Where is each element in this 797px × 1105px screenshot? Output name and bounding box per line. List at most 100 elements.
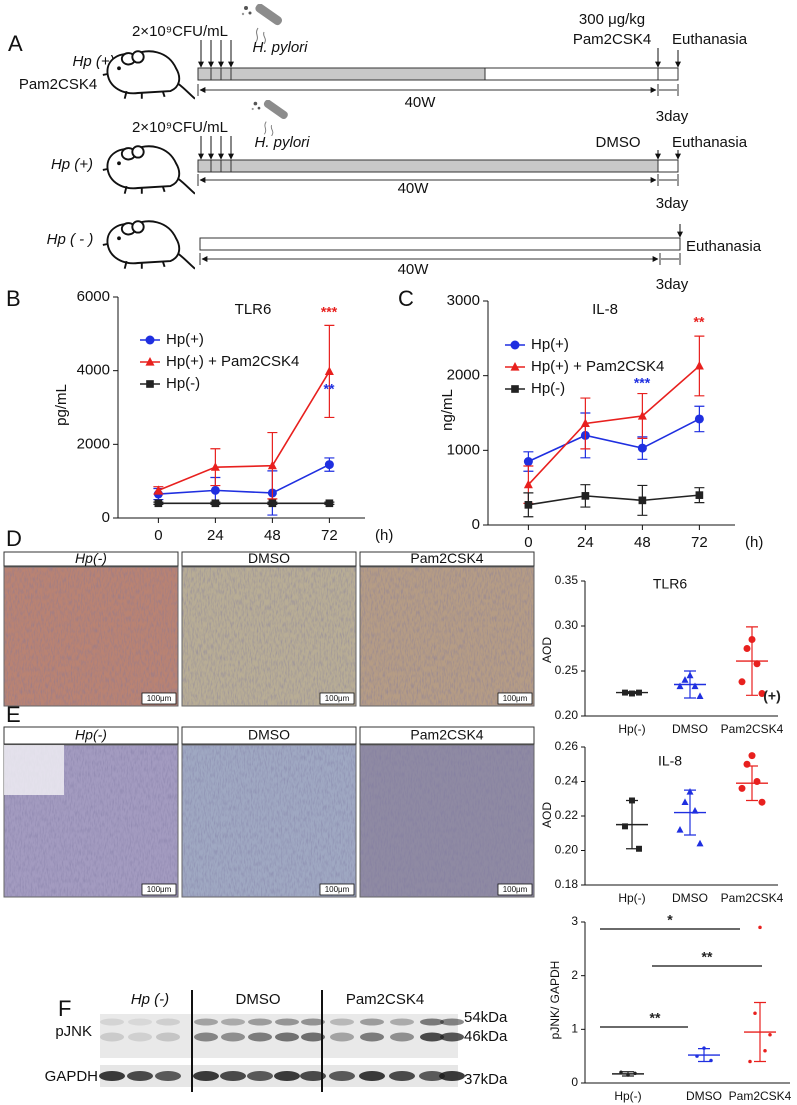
blot-band [100, 1018, 124, 1026]
panel-label: B [6, 286, 21, 311]
panel-label: A [8, 31, 23, 56]
endpoint: Euthanasia [686, 238, 762, 255]
marker [743, 645, 751, 652]
significance: *** [634, 375, 651, 391]
blot-group: Pam2CSK4 [346, 991, 424, 1008]
marker [758, 798, 766, 806]
blot-band [194, 1032, 218, 1042]
marker [153, 485, 163, 494]
micrograph-texture [182, 567, 356, 706]
blot-band [274, 1071, 300, 1081]
marker [748, 636, 756, 643]
infection-period: 40W [398, 261, 430, 278]
scale-bar-box [141, 883, 177, 896]
group-label: Hp ( - ) [47, 231, 94, 248]
chart-title: TLR6 [235, 301, 272, 318]
y-tick-label: 3000 [447, 292, 480, 309]
dose: 2×10⁹CFU/mL [132, 23, 228, 40]
x-tick-label: Hp(-) [618, 722, 645, 736]
blot-band [420, 1018, 444, 1026]
y-tick-label: 0 [102, 509, 110, 526]
marker [510, 362, 520, 371]
micrograph-header-label: DMSO [248, 727, 290, 743]
panel-label: D [6, 526, 22, 551]
legend-label: Hp(+) [531, 336, 569, 353]
protein-label: GAPDH [45, 1068, 98, 1085]
marker [638, 496, 647, 505]
marker [753, 1011, 757, 1015]
marker [324, 460, 334, 470]
y-tick-label: 4000 [77, 362, 110, 379]
size-label: 54kDa [464, 1009, 508, 1026]
legend-label: Hp(+) [166, 331, 204, 348]
x-tick-label: 48 [264, 527, 281, 544]
blot-band [301, 1032, 325, 1042]
blot-band [247, 1071, 273, 1081]
scale-bar-label: 100μm [147, 885, 172, 894]
x-tick-label: Hp(-) [618, 891, 645, 905]
size-label: 46kDa [464, 1028, 508, 1045]
series-line [158, 370, 331, 492]
x-tick-label: Pam2CSK4 [729, 1089, 792, 1103]
scale-bar-box [319, 692, 355, 705]
size-label: 37kDa [464, 1071, 508, 1088]
marker [753, 660, 761, 668]
marker [681, 798, 689, 805]
marker [637, 411, 647, 420]
marker [622, 689, 628, 696]
x-tick-label: 72 [691, 534, 708, 551]
y-tick-label: 0.20 [555, 708, 579, 722]
marker [633, 1071, 637, 1076]
marker [691, 682, 699, 690]
panel-label: E [6, 702, 21, 727]
blot-band [248, 1032, 272, 1042]
y-axis-label: AOD [540, 637, 554, 663]
marker [743, 760, 751, 768]
x-tick-label: DMSO [672, 722, 708, 736]
chart-title: TLR6 [653, 576, 687, 592]
blot-band [440, 1032, 464, 1042]
blot-band [221, 1032, 245, 1042]
group-label: Pam2CSK4 [19, 76, 97, 93]
bacteria-icon [241, 4, 285, 44]
series-line [528, 418, 700, 463]
marker [511, 385, 519, 393]
y-axis-label: AOD [540, 802, 554, 828]
marker [154, 499, 163, 508]
marker [636, 845, 642, 852]
blot-band [390, 1032, 414, 1042]
dimension-lines [197, 174, 679, 186]
panel-label: F [58, 996, 71, 1021]
significance: *** [321, 304, 338, 320]
infection-period: 40W [398, 180, 430, 197]
treatment: Pam2CSK4 [573, 31, 651, 48]
timeline-ticks [210, 160, 232, 172]
blot-band [128, 1018, 152, 1026]
micrograph-texture [4, 567, 178, 706]
scale-bar-box [141, 692, 177, 705]
marker [753, 778, 761, 785]
x-tick-label: 0 [524, 534, 532, 551]
blot-band [390, 1018, 414, 1026]
y-tick-label: 3 [571, 914, 578, 928]
y-tick-label: 0.26 [555, 739, 579, 753]
blot-band [330, 1018, 354, 1026]
scale-bar-box [497, 692, 533, 705]
dimension-lines [197, 84, 679, 96]
marker [748, 752, 756, 760]
marker [268, 499, 277, 508]
blot-band [360, 1018, 384, 1026]
blot-band [99, 1071, 125, 1081]
micrograph-header-label: Pam2CSK4 [410, 727, 483, 743]
marker [523, 457, 533, 467]
marker [510, 340, 520, 350]
marker [686, 788, 694, 795]
legend-label: Hp(-) [166, 375, 200, 392]
y-tick-label: 6000 [77, 288, 110, 305]
blot-band [156, 1032, 180, 1042]
inoculation-arrows [198, 40, 681, 68]
marker [694, 414, 704, 424]
marker [581, 492, 590, 500]
marker [622, 823, 628, 830]
marker [324, 366, 334, 376]
